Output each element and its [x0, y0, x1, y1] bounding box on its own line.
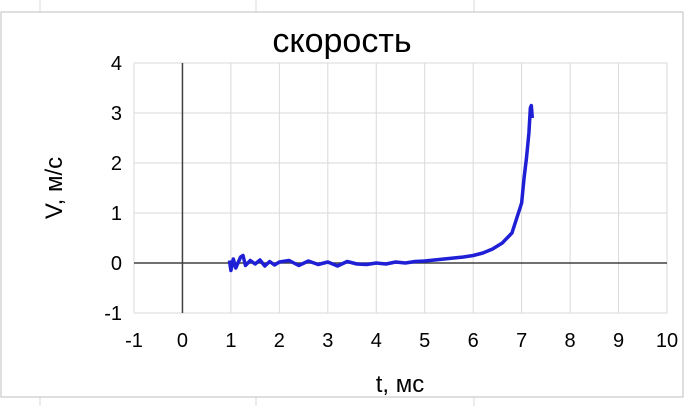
- y-tick-label: 2: [111, 153, 122, 175]
- x-tick-label: 0: [177, 330, 188, 352]
- x-tick-label: 6: [468, 330, 479, 352]
- x-tick-label: 10: [656, 330, 678, 352]
- x-tick-label: 7: [516, 330, 527, 352]
- x-tick-label: 3: [322, 330, 333, 352]
- x-tick-label: 5: [419, 330, 430, 352]
- chart-title: скорость: [272, 22, 411, 60]
- y-axis-label: V, м/с: [41, 157, 68, 219]
- y-tick-label: 4: [111, 53, 122, 75]
- y-tick-label: -1: [104, 303, 122, 325]
- x-axis-label: t, мс: [376, 371, 425, 398]
- x-tick-label: 2: [274, 330, 285, 352]
- y-tick-label: 1: [111, 203, 122, 225]
- y-tick-label: 3: [111, 103, 122, 125]
- x-tick-label: 9: [613, 330, 624, 352]
- x-tick-label: -1: [125, 330, 143, 352]
- y-tick-label: 0: [111, 253, 122, 275]
- x-tick-label: 4: [371, 330, 382, 352]
- data-line: [227, 103, 535, 273]
- chart-area: [0, 11, 684, 398]
- x-tick-label: 8: [565, 330, 576, 352]
- x-tick-label: 1: [225, 330, 236, 352]
